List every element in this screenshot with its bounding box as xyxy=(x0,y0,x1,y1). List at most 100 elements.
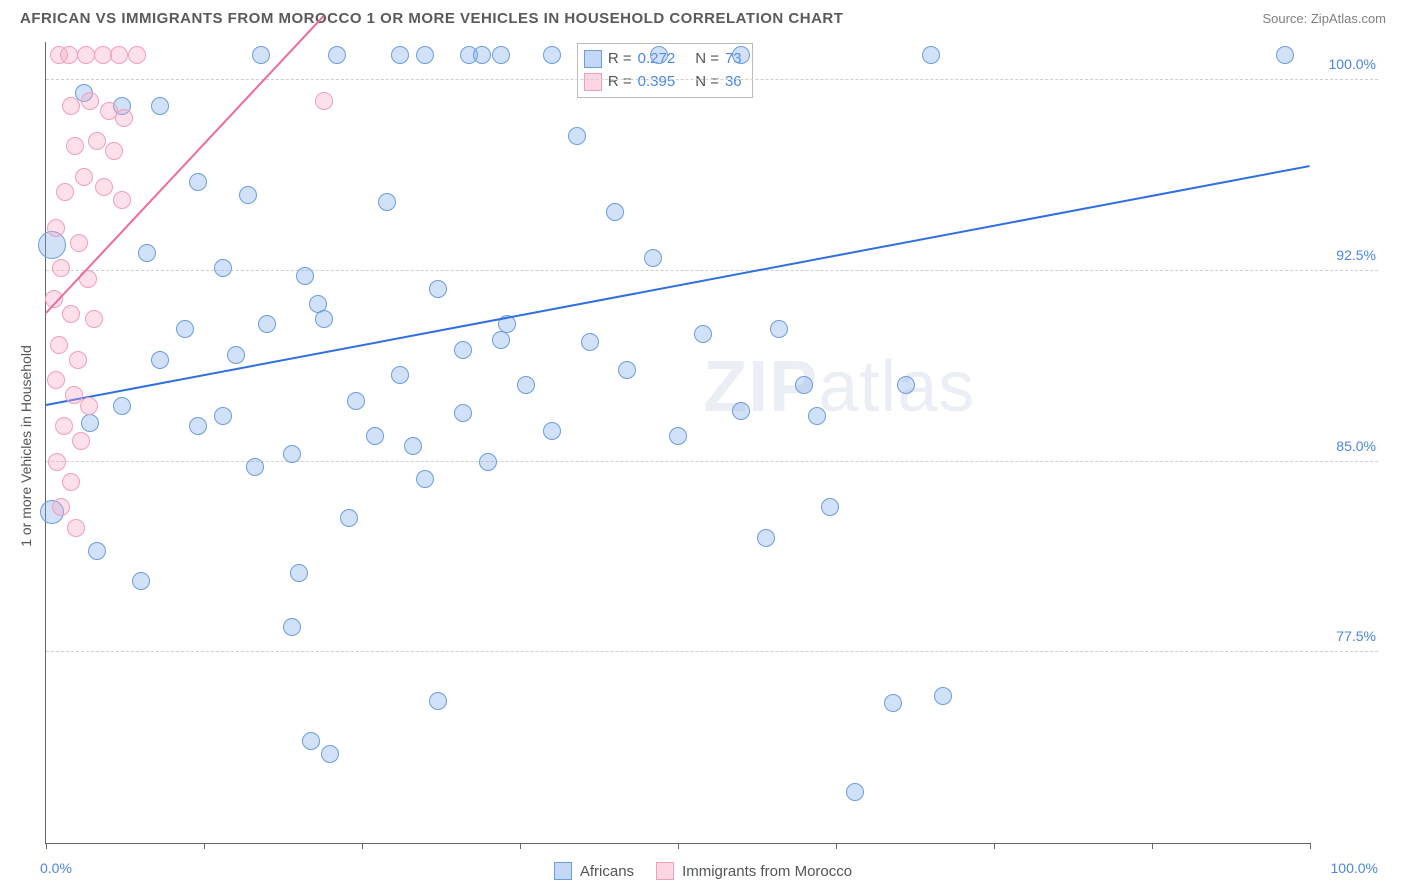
data-point xyxy=(189,173,207,191)
stat-r-label: R = xyxy=(608,71,632,94)
data-point xyxy=(52,259,70,277)
data-point xyxy=(62,473,80,491)
xtick xyxy=(678,843,679,849)
data-point xyxy=(283,445,301,463)
data-point xyxy=(258,315,276,333)
data-point xyxy=(151,351,169,369)
data-point xyxy=(138,244,156,262)
data-point xyxy=(151,97,169,115)
data-point xyxy=(340,509,358,527)
data-point xyxy=(105,142,123,160)
stats-row: R = 0.395 N = 36 xyxy=(584,71,742,94)
data-point xyxy=(650,46,668,64)
data-point xyxy=(618,361,636,379)
ytick-label: 77.5% xyxy=(1314,628,1376,644)
data-point xyxy=(115,109,133,127)
data-point xyxy=(378,193,396,211)
data-point xyxy=(429,280,447,298)
data-point xyxy=(88,132,106,150)
xtick xyxy=(46,843,47,849)
data-point xyxy=(391,366,409,384)
data-point xyxy=(581,333,599,351)
data-point xyxy=(77,46,95,64)
yaxis-title: 1 or more Vehicles in Household xyxy=(18,345,34,547)
legend-label: Immigrants from Morocco xyxy=(682,863,852,880)
data-point xyxy=(543,422,561,440)
data-point xyxy=(128,46,146,64)
legend-swatch xyxy=(584,50,602,68)
data-point xyxy=(296,267,314,285)
gridline xyxy=(46,270,1378,271)
data-point xyxy=(606,203,624,221)
xtick xyxy=(994,843,995,849)
data-point xyxy=(66,137,84,155)
data-point xyxy=(669,427,687,445)
data-point xyxy=(543,46,561,64)
data-point xyxy=(884,694,902,712)
data-point xyxy=(302,732,320,750)
data-point xyxy=(922,46,940,64)
trend-line xyxy=(46,165,1310,406)
data-point xyxy=(846,783,864,801)
data-point xyxy=(113,191,131,209)
stat-n-value: 36 xyxy=(725,71,742,94)
chart-title: AFRICAN VS IMMIGRANTS FROM MOROCCO 1 OR … xyxy=(20,10,843,27)
data-point xyxy=(252,46,270,64)
data-point xyxy=(934,687,952,705)
data-point xyxy=(897,376,915,394)
legend-swatch xyxy=(554,862,572,880)
xtick xyxy=(836,843,837,849)
data-point xyxy=(110,46,128,64)
data-point xyxy=(416,46,434,64)
legend-item: Immigrants from Morocco xyxy=(656,862,852,880)
data-point xyxy=(568,127,586,145)
data-point xyxy=(176,320,194,338)
data-point xyxy=(732,402,750,420)
legend-swatch xyxy=(656,862,674,880)
data-point xyxy=(214,259,232,277)
legend-item: Africans xyxy=(554,862,634,880)
xtick xyxy=(204,843,205,849)
data-point xyxy=(315,92,333,110)
data-point xyxy=(795,376,813,394)
xtick xyxy=(1152,843,1153,849)
data-point xyxy=(757,529,775,547)
gridline xyxy=(46,79,1378,80)
data-point xyxy=(113,397,131,415)
data-point xyxy=(62,305,80,323)
data-point xyxy=(283,618,301,636)
data-point xyxy=(454,404,472,422)
stat-r-value: 0.395 xyxy=(638,71,676,94)
data-point xyxy=(81,92,99,110)
bottom-legend: Africans Immigrants from Morocco xyxy=(0,862,1406,880)
data-point xyxy=(55,417,73,435)
stat-n-label: N = xyxy=(695,48,719,71)
data-point xyxy=(69,351,87,369)
data-point xyxy=(328,46,346,64)
data-point xyxy=(315,310,333,328)
data-point xyxy=(47,219,65,237)
data-point xyxy=(75,168,93,186)
data-point xyxy=(95,178,113,196)
data-point xyxy=(47,371,65,389)
plot-region: ZIPatlas R =0.272N =73R =0.395N =36 77.5… xyxy=(45,42,1310,844)
data-point xyxy=(189,417,207,435)
data-point xyxy=(62,97,80,115)
stat-n-label: N = xyxy=(695,71,719,94)
xtick xyxy=(1310,843,1311,849)
data-point xyxy=(391,46,409,64)
ytick-label: 100.0% xyxy=(1314,56,1376,72)
data-point xyxy=(50,336,68,354)
data-point xyxy=(321,745,339,763)
ytick-label: 85.0% xyxy=(1314,438,1376,454)
data-point xyxy=(1276,46,1294,64)
data-point xyxy=(517,376,535,394)
data-point xyxy=(239,186,257,204)
gridline xyxy=(46,651,1378,652)
data-point xyxy=(770,320,788,338)
data-point xyxy=(429,692,447,710)
data-point xyxy=(88,542,106,560)
data-point xyxy=(94,46,112,64)
data-point xyxy=(808,407,826,425)
source-label: Source: ZipAtlas.com xyxy=(1262,11,1386,26)
